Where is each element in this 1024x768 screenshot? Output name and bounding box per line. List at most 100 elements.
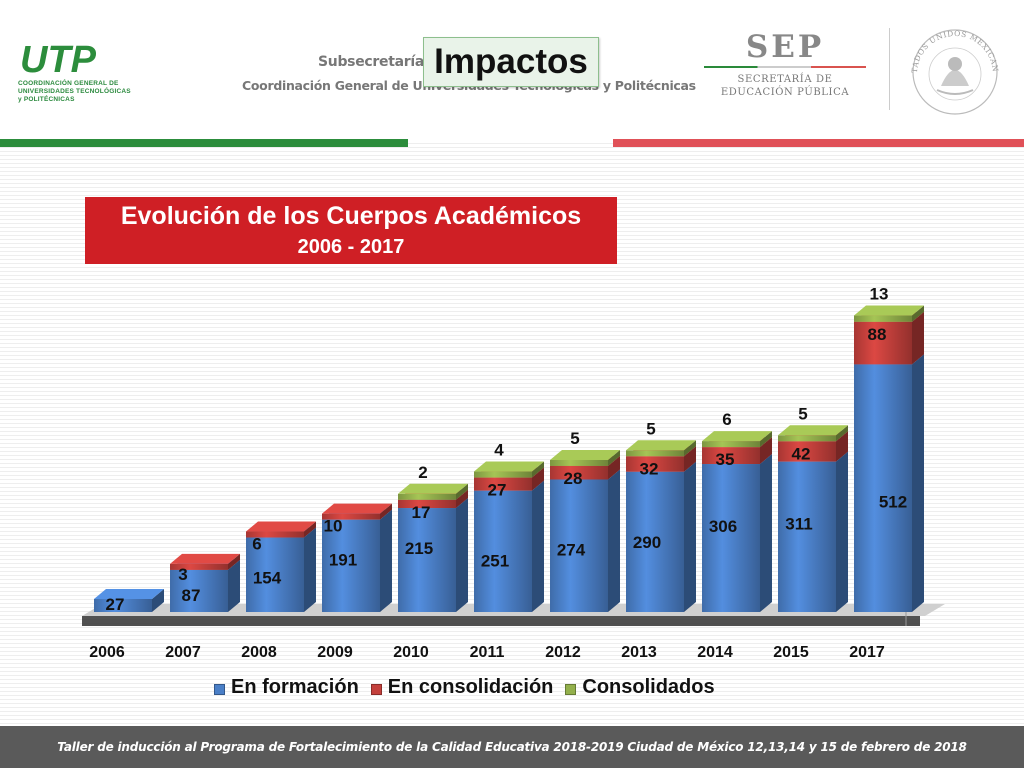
bar-2011-2-top	[474, 461, 544, 472]
bar-2014-2-front	[702, 441, 760, 448]
data-label-2013-en-consolidacion: 32	[640, 459, 659, 478]
bar-2008-0-side	[304, 527, 316, 612]
legend-swatch-en-formacion	[214, 684, 225, 695]
bar-2013-1-side	[684, 446, 696, 472]
data-label-2011-en-formacion: 251	[481, 552, 509, 571]
sep-logo-rule	[704, 66, 866, 68]
header-stripe-red	[613, 139, 1024, 147]
bar-2012-2-front	[550, 459, 608, 466]
bar-2006-0-front	[94, 598, 152, 612]
svg-text:UTP: UTP	[20, 40, 97, 78]
bar-2015-2-side	[836, 425, 848, 442]
bar-2010-2-side	[456, 483, 468, 500]
bar-2011-1-front	[474, 477, 532, 491]
legend-item-en-formacion: En formación	[214, 676, 359, 699]
legend-item-en-consolidacion: En consolidación	[370, 676, 554, 699]
utp-logo-icon: UTP	[20, 40, 97, 78]
x-tick-label-2007: 2007	[165, 644, 201, 661]
legend-label-en-consolidacion: En consolidación	[387, 676, 554, 698]
data-label-2013-en-formacion: 290	[633, 533, 661, 552]
x-tick-label-2011: 2011	[470, 644, 505, 661]
chart-title-box: Evolución de los Cuerpos Académicos 2006…	[85, 197, 617, 264]
bar-2007-1-front	[170, 563, 228, 570]
header-divider	[889, 28, 890, 110]
chart-floor-shadow	[82, 616, 920, 626]
data-label-2009-en-consolidacion: 10	[324, 517, 343, 536]
bar-2015-1-front	[778, 441, 836, 462]
bar-2007-0-side	[228, 559, 240, 612]
data-label-2007-en-formacion: 87	[182, 586, 201, 605]
sep-logo: SEP SECRETARÍA DE EDUCACIÓN PÚBLICA	[700, 30, 870, 108]
bar-2009-1-side	[380, 503, 392, 520]
bar-2009-1-top	[322, 503, 392, 514]
bar-2010-2-front	[398, 493, 456, 500]
bar-2015-2-top	[778, 425, 848, 436]
x-tick-label-2012: 2012	[545, 644, 581, 661]
data-label-2014-en-consolidacion: 35	[716, 450, 735, 469]
bar-2007-0-front	[170, 569, 228, 612]
bar-2010-1-front	[398, 499, 456, 509]
legend-swatch-en-consolidacion	[370, 684, 382, 695]
chart-subtitle: 2006 - 2017	[297, 236, 405, 258]
bar-2012-1-side	[608, 455, 620, 480]
bar-2008-1-top	[246, 521, 316, 532]
data-label-2017-en-consolidacion: 88	[868, 325, 887, 344]
bar-2014-1-front	[702, 447, 760, 465]
bar-2017-0-front	[854, 364, 912, 612]
bar-2014-0-front	[702, 464, 760, 612]
data-label-2006-en-formacion: 27	[106, 595, 125, 614]
bar-2012-0-front	[550, 479, 608, 612]
data-label-2017-en-formacion: 512	[879, 492, 907, 511]
bar-2007-1-side	[228, 553, 240, 570]
bar-2011-2-front	[474, 471, 532, 478]
data-label-2014-consolidados: 6	[722, 410, 731, 429]
bar-2012-0-side	[608, 469, 620, 612]
bar-2017-0-side	[912, 354, 924, 612]
bar-2013-0-front	[626, 471, 684, 612]
x-tick-label-2010: 2010	[393, 644, 429, 661]
bar-2015-0-side	[836, 451, 848, 612]
bar-2013-2-side	[684, 440, 696, 457]
bar-2014-0-side	[760, 454, 772, 612]
bar-2013-0-side	[684, 461, 696, 612]
chart-legend: En formación En consolidación Consolidad…	[214, 676, 715, 699]
bar-2011-2-side	[532, 461, 544, 478]
header-stripe-green	[0, 139, 408, 147]
bar-2015-0-front	[778, 461, 836, 612]
bar-2017-2-front	[854, 315, 912, 322]
data-label-2012-consolidados: 5	[570, 429, 579, 448]
bar-2009-1-front	[322, 513, 380, 520]
chart-title: Evolución de los Cuerpos Académicos	[120, 202, 582, 230]
data-label-2015-en-consolidacion: 42	[792, 444, 811, 463]
x-tick-label-2015: 2015	[773, 644, 809, 661]
bar-2014-2-top	[702, 431, 772, 442]
bar-2011-1-side	[532, 467, 544, 491]
data-label-2007-en-consolidacion: 3	[178, 565, 187, 584]
footer: Taller de inducción al Programa de Forta…	[0, 726, 1024, 768]
x-tick-label-2017: 2017	[849, 644, 885, 661]
bar-2010-0-front	[398, 508, 456, 612]
utp-logo: UTP COORDINACIÓN GENERAL DE UNIVERSIDADE…	[18, 40, 136, 104]
data-label-2012-en-formacion: 274	[557, 540, 586, 559]
bar-2013-2-top	[626, 440, 696, 451]
bar-2007-1-top	[170, 553, 240, 564]
bar-2017-2-top	[854, 305, 924, 316]
bar-2011-0-side	[532, 480, 544, 612]
data-label-2009-en-formacion: 191	[329, 551, 357, 570]
bar-2008-0-front	[246, 537, 304, 612]
data-label-2011-consolidados: 4	[494, 441, 504, 460]
legend-swatch-consolidados	[565, 684, 577, 695]
data-label-2013-consolidados: 5	[646, 419, 655, 438]
bar-2010-1-side	[456, 489, 468, 509]
x-tick-label-2008: 2008	[241, 644, 277, 661]
bar-2011-0-front	[474, 490, 532, 612]
x-tick-label-2013: 2013	[621, 644, 657, 661]
subsecretaria-label: Subsecretaría	[318, 54, 424, 70]
bar-2010-0-side	[456, 498, 468, 612]
bar-2013-1-front	[626, 456, 684, 472]
bar-2012-2-side	[608, 449, 620, 466]
bar-2012-1-front	[550, 465, 608, 480]
bar-2017-1-front	[854, 321, 912, 365]
bar-2008-1-side	[304, 521, 316, 538]
